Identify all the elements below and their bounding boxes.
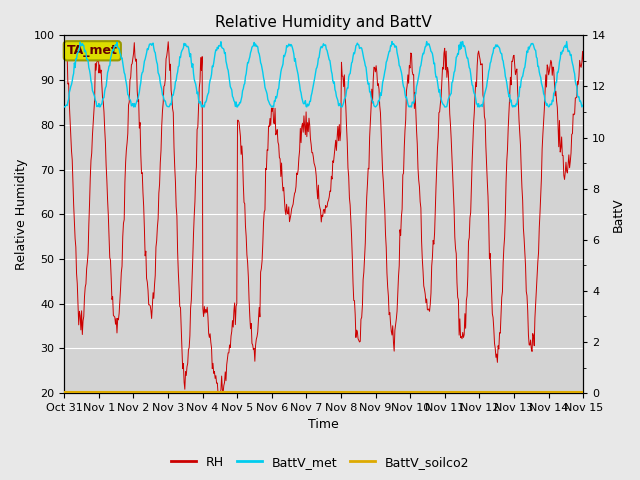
Legend: RH, BattV_met, BattV_soilco2: RH, BattV_met, BattV_soilco2	[166, 451, 474, 474]
Text: TA_met: TA_met	[67, 44, 118, 57]
Title: Relative Humidity and BattV: Relative Humidity and BattV	[216, 15, 432, 30]
X-axis label: Time: Time	[308, 419, 339, 432]
Y-axis label: Relative Humidity: Relative Humidity	[15, 158, 28, 270]
Y-axis label: BattV: BattV	[612, 197, 625, 231]
